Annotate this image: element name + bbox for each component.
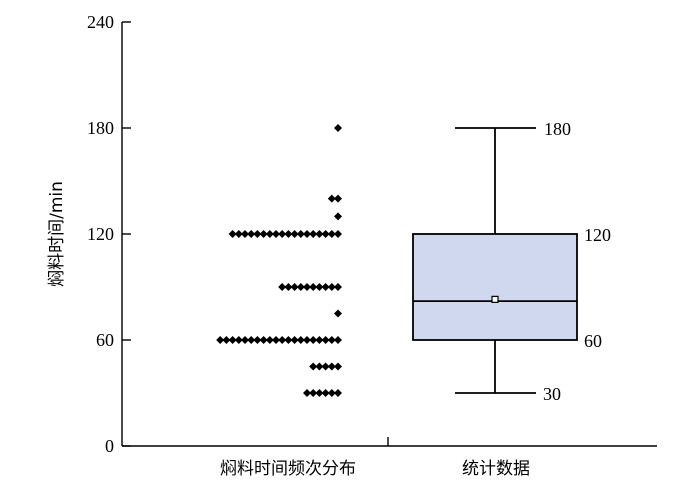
data-point — [309, 283, 318, 291]
data-point — [315, 336, 324, 344]
y-tick-label: 60 — [96, 330, 114, 350]
y-axis-title: 焖料时间/min — [47, 181, 67, 287]
category-label-dot-distribution: 焖料时间频次分布 — [220, 459, 356, 479]
data-point — [284, 336, 293, 344]
data-point — [321, 362, 330, 371]
stat-label: 120 — [584, 225, 611, 245]
y-tick-label: 180 — [87, 118, 114, 138]
stat-label: 180 — [544, 119, 571, 139]
dot-series — [216, 124, 342, 397]
data-point — [334, 336, 342, 344]
data-point — [296, 230, 305, 238]
data-point — [253, 336, 262, 344]
data-point — [228, 336, 237, 344]
y-tick-label: 0 — [105, 436, 114, 456]
data-point — [272, 230, 280, 238]
data-point — [327, 230, 336, 238]
data-point — [290, 230, 299, 238]
data-point — [247, 336, 256, 344]
data-point — [303, 283, 311, 291]
data-point — [259, 230, 268, 238]
data-point — [334, 124, 342, 132]
data-point — [315, 362, 324, 371]
data-point — [290, 283, 299, 291]
data-point — [327, 336, 336, 344]
mean-marker — [491, 295, 499, 303]
data-point — [327, 389, 336, 397]
data-point — [309, 389, 318, 397]
data-point — [334, 283, 342, 291]
data-point — [334, 230, 342, 238]
data-point — [284, 230, 293, 238]
data-point — [272, 336, 280, 344]
data-point — [334, 362, 342, 371]
iqr-box — [412, 233, 578, 341]
data-point — [259, 336, 268, 344]
data-point — [321, 283, 330, 291]
data-point — [334, 389, 342, 397]
data-point — [253, 230, 262, 238]
data-point — [309, 230, 318, 238]
data-point — [234, 230, 243, 238]
data-point — [315, 230, 324, 238]
y-tick-label: 240 — [87, 12, 114, 32]
data-point — [278, 336, 287, 344]
stat-label: 30 — [543, 384, 561, 404]
data-point — [334, 309, 342, 318]
data-point — [265, 230, 274, 238]
data-point — [327, 283, 336, 291]
data-point — [303, 336, 311, 344]
data-point — [303, 230, 311, 238]
stat-label: 60 — [584, 331, 602, 351]
data-point — [228, 230, 237, 238]
data-point — [284, 283, 293, 291]
data-point — [334, 194, 342, 203]
data-point — [315, 283, 324, 291]
data-point — [234, 336, 243, 344]
data-point — [321, 336, 330, 344]
category-label-statistics: 统计数据 — [462, 459, 530, 479]
y-ticks: 0 60 120 180 240 — [87, 12, 131, 456]
data-point — [327, 194, 336, 203]
data-point — [290, 336, 299, 344]
data-point — [265, 336, 274, 344]
box-plot: 180 120 60 30 — [412, 119, 611, 404]
data-point — [241, 230, 249, 238]
data-point — [222, 336, 231, 344]
data-point — [247, 230, 256, 238]
data-point — [309, 362, 318, 371]
data-point — [216, 336, 225, 344]
data-point — [278, 230, 287, 238]
data-point — [241, 336, 249, 344]
data-point — [303, 389, 311, 397]
data-point — [296, 336, 305, 344]
data-point — [321, 389, 330, 397]
data-point — [321, 230, 330, 238]
data-point — [296, 283, 305, 291]
data-point — [334, 212, 342, 221]
data-point — [327, 362, 336, 371]
data-point — [278, 283, 287, 291]
data-point — [309, 336, 318, 344]
y-tick-label: 120 — [87, 224, 114, 244]
data-point — [315, 389, 324, 397]
